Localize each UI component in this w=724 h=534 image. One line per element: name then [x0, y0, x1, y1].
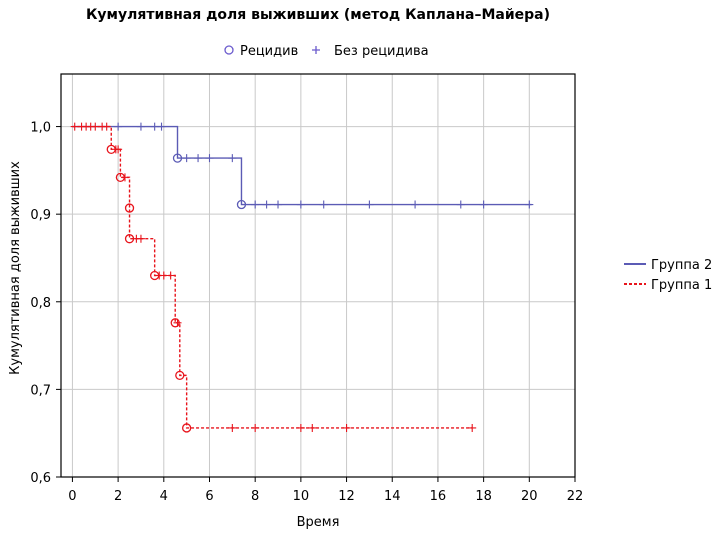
x-tick-label: 18	[475, 489, 492, 504]
series-1	[72, 122, 534, 210]
series-legend: Группа 2 Группа 1	[624, 258, 712, 293]
event-marker	[170, 318, 180, 328]
censored-marker	[194, 154, 203, 163]
censored-marker	[166, 271, 175, 280]
y-tick-label: 0,8	[30, 296, 51, 311]
event-marker	[175, 370, 185, 381]
censored-marker	[251, 200, 260, 209]
event-marker	[181, 423, 192, 433]
censored-marker	[70, 122, 79, 131]
censored-marker	[136, 122, 145, 131]
x-tick-label: 10	[293, 489, 310, 504]
censored-marker	[159, 271, 168, 280]
x-axis-label: Время	[297, 515, 340, 530]
x-tick-label: 22	[567, 489, 584, 504]
censored-marker	[296, 423, 305, 432]
series-layer	[70, 122, 534, 433]
censored-marker	[308, 423, 317, 432]
x-tick-label: 0	[68, 489, 76, 504]
censored-marker	[319, 200, 328, 209]
event-marker	[124, 203, 135, 213]
plot-area	[61, 74, 575, 477]
y-tick-label: 0,7	[30, 383, 51, 398]
x-tick-label: 4	[160, 489, 168, 504]
censored-marker	[102, 122, 111, 131]
y-tick-label: 0,9	[30, 208, 51, 223]
x-tick-label: 14	[384, 489, 401, 504]
y-axis-label: Кумулятивная доля выживших	[8, 161, 23, 375]
censored-marker	[182, 154, 191, 163]
censored-marker	[274, 200, 283, 209]
plot-border	[60, 73, 576, 478]
event-marker	[106, 144, 116, 154]
event-marker	[150, 270, 160, 281]
censored-marker	[173, 318, 182, 327]
censored-marker	[251, 423, 260, 432]
censored-marker	[411, 200, 420, 209]
y-tick-label: 0,6	[30, 471, 51, 486]
marker-legend: Рецидив Без рецидива	[224, 44, 429, 59]
y-tick-label: 1,0	[30, 121, 51, 136]
legend-circle-icon	[224, 45, 234, 55]
chart-title: Кумулятивная доля выживших (метод Каплан…	[86, 7, 550, 23]
legend-plus-icon	[312, 46, 320, 54]
censored-marker	[525, 200, 534, 209]
censored-marker	[205, 154, 214, 163]
x-tick-label: 8	[251, 489, 259, 504]
censored-marker	[157, 122, 166, 131]
censored-marker	[228, 423, 237, 432]
x-tick-label: 6	[205, 489, 213, 504]
censored-marker	[150, 122, 159, 131]
event-marker	[124, 234, 135, 244]
censored-marker	[91, 122, 100, 131]
censored-marker	[228, 154, 237, 163]
x-tick-label: 20	[521, 489, 538, 504]
legend-label-event: Рецидив	[240, 44, 298, 59]
censored-marker	[365, 200, 374, 209]
censored-marker	[136, 234, 145, 243]
censored-marker	[468, 423, 477, 432]
censored-marker	[296, 200, 305, 209]
x-tick-label: 2	[114, 489, 122, 504]
event-marker	[236, 199, 247, 210]
series-legend-label: Группа 2	[651, 258, 712, 273]
event-marker	[172, 153, 183, 163]
series-2	[70, 122, 477, 433]
series-legend-label: Группа 1	[651, 278, 712, 293]
x-tick-label: 16	[430, 489, 447, 504]
censored-marker	[342, 423, 351, 432]
axes: 0 2 4 6 8 10 12 14 16 18 20 22 0,6 0,7 0,8 0,9 1,0	[30, 121, 583, 504]
censored-marker	[262, 200, 271, 209]
legend-label-censored: Без рецидива	[334, 44, 429, 59]
censored-marker	[479, 200, 488, 209]
censored-marker	[114, 122, 123, 131]
censored-marker	[456, 200, 465, 209]
x-tick-label: 12	[338, 489, 355, 504]
event-marker	[115, 172, 126, 183]
